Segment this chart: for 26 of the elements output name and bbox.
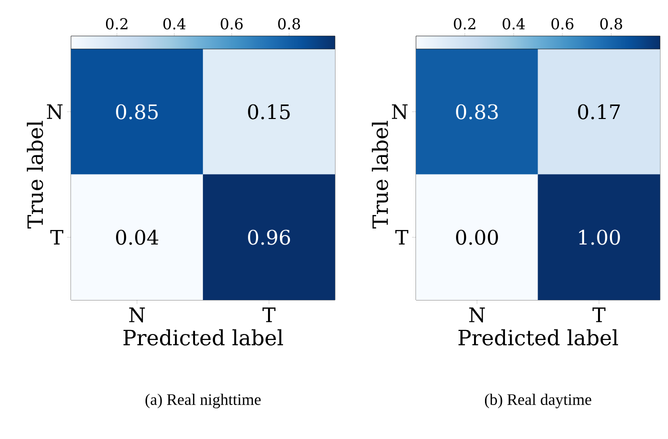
color-bar-label: 0.4	[502, 18, 525, 30]
color-bar-label: 0.2	[454, 18, 476, 30]
text: (a) Real nighttime	[146, 394, 261, 408]
y-axis-title: True label	[26, 120, 44, 229]
data-label: 0.00	[456, 230, 498, 245]
color-bar-label: 0.8	[600, 18, 622, 30]
color-bar-label: 0.4	[163, 18, 186, 30]
data-label: 0.85	[116, 104, 158, 120]
data-label: 0.04	[116, 230, 158, 245]
y-axis-title: True label	[372, 120, 388, 229]
color-bar-label: 0.2	[106, 18, 128, 30]
data-label: 0.83	[456, 104, 498, 120]
data-label: 0.17	[578, 104, 620, 120]
text: (b) Real daytime	[484, 394, 592, 408]
x-tick-label: N	[129, 308, 145, 322]
data-label: 1.00	[579, 230, 620, 245]
x-axis-title: Predicted label	[458, 329, 618, 346]
data-label: 0.15	[248, 104, 290, 120]
x-tick-label: T	[592, 308, 606, 322]
x-axis-title: Predicted label	[124, 329, 284, 346]
color-bar-label: 0.6	[220, 18, 243, 30]
color-bar-label: 0.8	[278, 18, 300, 30]
data-label: 0.96	[248, 230, 290, 245]
x-tick-label: T	[262, 308, 276, 322]
color-bar-label: 0.6	[551, 18, 574, 30]
x-tick-label: N	[469, 308, 485, 322]
